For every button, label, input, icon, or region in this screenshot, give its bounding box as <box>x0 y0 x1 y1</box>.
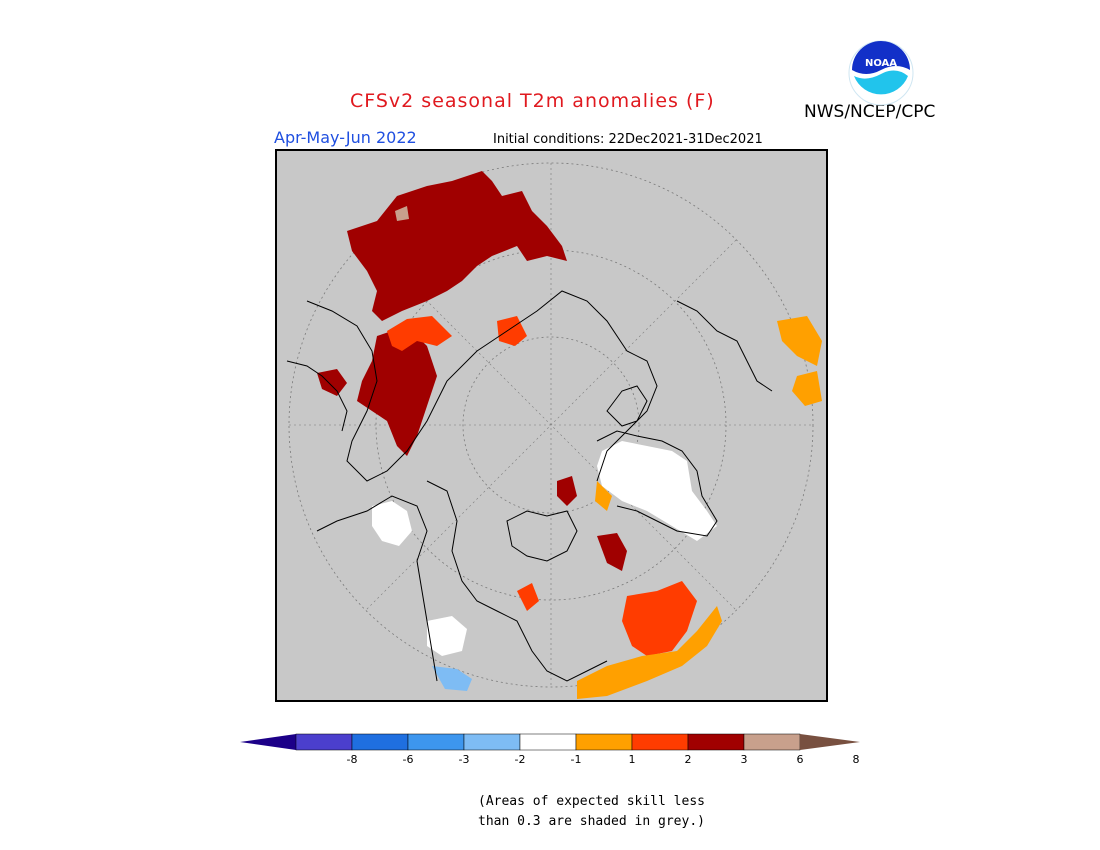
coastline <box>676 300 773 392</box>
anomaly-region-africa-edge <box>577 606 722 699</box>
anomaly-region-east-asia-2 <box>792 371 822 406</box>
noaa-logo-icon: NOAA <box>848 40 914 106</box>
anomaly-region-alaska-west <box>317 369 347 396</box>
near-normal-region-nw-america <box>427 616 467 656</box>
coastline <box>286 360 348 432</box>
colorbar-swatch <box>407 733 465 751</box>
below-normal-region-west-us <box>432 666 472 691</box>
colorbar <box>240 733 860 751</box>
colorbar-tick-label: 6 <box>796 753 804 766</box>
colorbar-swatch <box>463 733 521 751</box>
near-normal-region-scandinavia <box>597 441 717 541</box>
season-label: Apr-May-Jun 2022 <box>274 128 417 147</box>
anomaly-region-east-siberia <box>357 326 437 456</box>
meridian-line <box>365 239 737 611</box>
colorbar-tick-label: -2 <box>514 753 526 766</box>
anomaly-region-kamchatka <box>387 316 452 351</box>
colorbar-swatch <box>631 733 689 751</box>
skill-note: (Areas of expected skill less than 0.3 a… <box>478 792 705 832</box>
agency-label: NWS/NCEP/CPC <box>804 102 936 122</box>
colorbar-arrow-left <box>240 734 296 750</box>
colorbar-tick-label: -3 <box>458 753 470 766</box>
anomaly-region-north-siberia-coast <box>497 316 527 346</box>
colorbar-swatch <box>519 733 577 751</box>
map-panel <box>275 149 828 702</box>
coastline <box>596 430 718 537</box>
anomaly-region-siberia-light <box>395 206 409 221</box>
coastline <box>606 385 648 427</box>
outer-latitude-circle <box>288 162 814 688</box>
colorbar-swatch <box>295 733 353 751</box>
anomaly-region-north-africa <box>622 581 697 656</box>
anomaly-region-canada-north <box>557 476 577 506</box>
coastline <box>316 495 438 682</box>
colorbar-arrow-right <box>800 734 860 750</box>
anomaly-region-siberia <box>347 171 567 321</box>
colorbar-tick-label: -8 <box>346 753 358 766</box>
colorbar-tick-label: 3 <box>740 753 748 766</box>
anomaly-region-east-canada <box>517 583 539 611</box>
skill-note-line: than 0.3 are shaded in grey.) <box>478 814 705 829</box>
initial-conditions-label: Initial conditions: 22Dec2021-31Dec2021 <box>493 132 763 147</box>
anomaly-region-east-asia <box>777 316 822 366</box>
logo-text: NOAA <box>865 58 897 69</box>
colorbar-swatch <box>687 733 745 751</box>
skill-note-line: (Areas of expected skill less <box>478 794 705 809</box>
coastline <box>426 480 608 682</box>
colorbar-tick-label: 2 <box>684 753 692 766</box>
colorbar-tick-label: -1 <box>570 753 582 766</box>
colorbar-swatch <box>743 733 801 751</box>
polar-map <box>286 162 822 699</box>
colorbar-tick-label: 1 <box>628 753 636 766</box>
near-normal-region-alaska <box>372 501 412 546</box>
coastline <box>506 510 578 562</box>
coastline <box>306 290 658 482</box>
colorbar-tick-label: 8 <box>852 753 860 766</box>
colorbar-swatch <box>575 733 633 751</box>
colorbar-tick-label: -6 <box>402 753 414 766</box>
anomaly-region-scandinavia-edge <box>595 481 612 511</box>
colorbar-swatch <box>351 733 409 751</box>
anomaly-region-hudson-bay <box>597 533 627 571</box>
map-title: CFSv2 seasonal T2m anomalies (F) <box>350 90 715 112</box>
